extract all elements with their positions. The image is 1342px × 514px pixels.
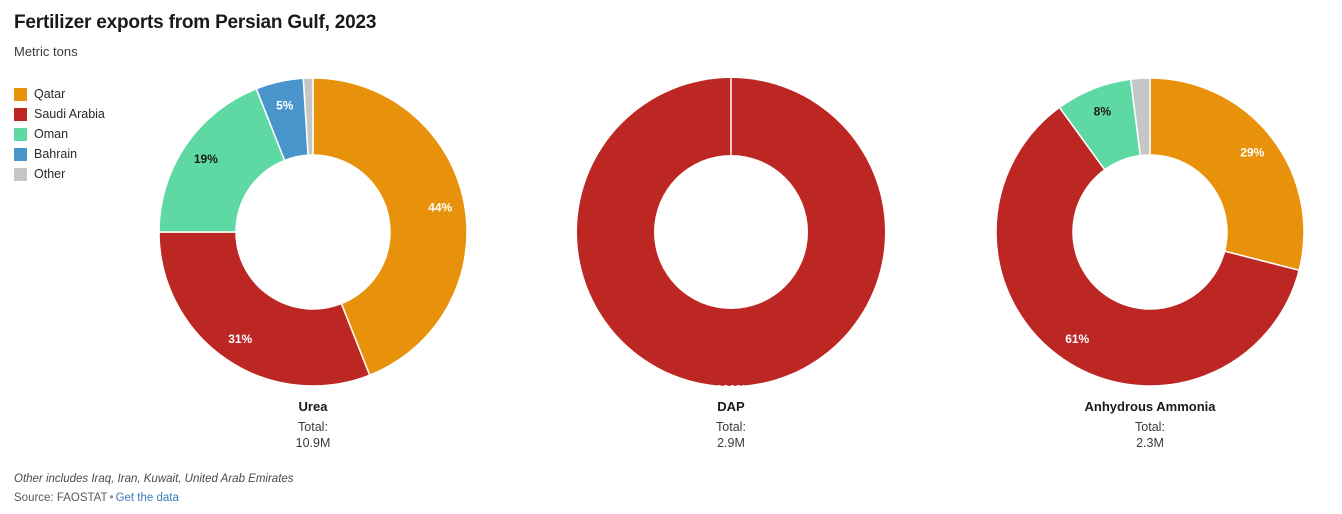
legend-item[interactable]: Qatar bbox=[14, 86, 105, 102]
legend-item[interactable]: Other bbox=[14, 166, 105, 182]
donut-total-value: 10.9M bbox=[295, 436, 331, 450]
page-title: Fertilizer exports from Persian Gulf, 20… bbox=[14, 12, 377, 33]
donut-chart: 100% bbox=[571, 70, 891, 390]
donut-chart-panel: 29% 61% 8% Anhydrous Ammonia Total: 2.3M bbox=[980, 70, 1320, 451]
donut-slice[interactable] bbox=[302, 77, 314, 156]
legend-item-label: Oman bbox=[34, 127, 69, 141]
donut-slice[interactable] bbox=[1129, 77, 1151, 157]
slice-percentage-label: 19% bbox=[194, 152, 218, 166]
slice-percentage-label: 100% bbox=[716, 383, 747, 391]
source-separator: • bbox=[109, 492, 114, 504]
legend-item-label: Bahrain bbox=[34, 147, 78, 161]
slice-percentage-label: 31% bbox=[228, 332, 252, 346]
slice-percentage-label: 5% bbox=[276, 99, 294, 113]
donut-svg: 44% 31% 19% 5% bbox=[158, 77, 468, 387]
donut-slice[interactable] bbox=[577, 78, 885, 386]
slice-percentage-label: 44% bbox=[428, 201, 452, 215]
donut-slice[interactable] bbox=[312, 77, 468, 377]
donut-chart-name: Anhydrous Ammonia bbox=[1084, 399, 1216, 414]
legend-item[interactable]: Saudi Arabia bbox=[14, 106, 105, 122]
donut-svg: 29% 61% 8% bbox=[995, 77, 1305, 387]
donut-slice[interactable] bbox=[1149, 77, 1305, 272]
legend-item-label: Saudi Arabia bbox=[34, 107, 105, 121]
legend-item-label: Qatar bbox=[34, 87, 66, 101]
chart-subtitle: Metric tons bbox=[14, 44, 78, 59]
legend-swatch-icon bbox=[14, 167, 27, 181]
donut-svg: 100% bbox=[577, 78, 885, 391]
donut-slice[interactable] bbox=[158, 87, 286, 233]
footnote: Other includes Iraq, Iran, Kuwait, Unite… bbox=[14, 473, 294, 485]
donut-slice[interactable] bbox=[158, 231, 371, 387]
legend-swatch-icon bbox=[14, 147, 27, 161]
chart-footer: Other includes Iraq, Iran, Kuwait, Unite… bbox=[14, 471, 294, 506]
legend-swatch-icon bbox=[14, 107, 27, 121]
donut-chart-name: Urea bbox=[298, 399, 328, 414]
slice-percentage-label: 29% bbox=[1240, 146, 1264, 160]
slice-percentage-label: 8% bbox=[1094, 105, 1112, 119]
legend-item[interactable]: Bahrain bbox=[14, 146, 105, 162]
chart-header: Fertilizer exports from Persian Gulf, 20… bbox=[0, 0, 1342, 60]
donut-chart: 29% 61% 8% bbox=[990, 70, 1310, 390]
legend-item-label: Other bbox=[34, 167, 66, 181]
donut-charts-row: 44% 31% 19% 5% Urea Total: 10.9M 100% DAP Total: 2… bbox=[0, 70, 1342, 460]
slice-percentage-label: 61% bbox=[1065, 332, 1089, 346]
source-line: Source: FAOSTAT • Get the data bbox=[14, 490, 294, 506]
legend-swatch-icon bbox=[14, 127, 27, 141]
donut-total-label: Total: bbox=[1135, 420, 1165, 434]
chart-legend: Qatar Saudi Arabia Oman Bahrain Other bbox=[14, 86, 105, 182]
donut-chart-name: DAP bbox=[717, 399, 745, 414]
legend-swatch-icon bbox=[14, 87, 27, 101]
donut-chart-panel: 100% DAP Total: 2.9M bbox=[561, 70, 901, 451]
donut-total-label: Total: bbox=[716, 420, 746, 434]
donut-total-value: 2.9M bbox=[717, 436, 745, 450]
donut-slice[interactable] bbox=[995, 106, 1301, 387]
donut-total-value: 2.3M bbox=[1136, 436, 1164, 450]
donut-chart-panel: 44% 31% 19% 5% Urea Total: 10.9M bbox=[143, 70, 483, 451]
donut-chart: 44% 31% 19% 5% bbox=[153, 70, 473, 390]
source-text: Source: FAOSTAT bbox=[14, 492, 108, 504]
donut-total-label: Total: bbox=[298, 420, 328, 434]
legend-item[interactable]: Oman bbox=[14, 126, 105, 142]
get-the-data-link[interactable]: Get the data bbox=[115, 492, 179, 504]
